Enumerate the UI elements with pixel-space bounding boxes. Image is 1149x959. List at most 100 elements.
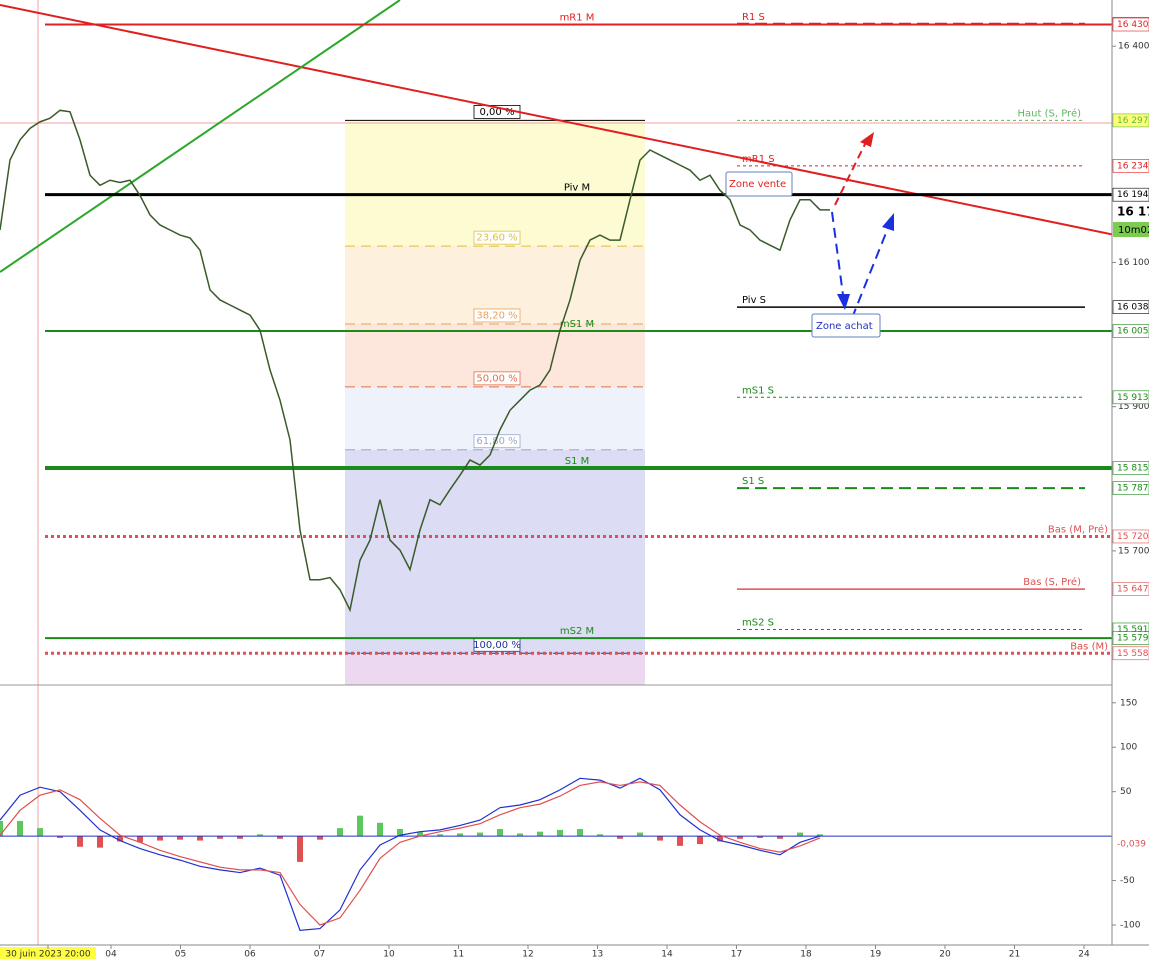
arrow-head <box>882 213 894 231</box>
price-box-label: 15 720 <box>1117 532 1149 542</box>
right-axis <box>1112 0 1149 959</box>
arrow-up-blue <box>851 227 889 319</box>
level-label: Bas (S, Pré) <box>1023 576 1081 588</box>
fib-label-box <box>473 308 521 323</box>
histogram-bar <box>497 829 503 837</box>
histogram-bar <box>317 836 323 840</box>
annotation: Zone achat <box>816 321 873 332</box>
fib-band <box>345 449 645 654</box>
y-tick-label: -50 <box>1120 876 1135 886</box>
x-tick-label: 20 <box>939 950 951 959</box>
fib-label: 100,00 % <box>473 640 521 651</box>
price-box-label: 16 234 <box>1117 161 1149 171</box>
histogram-bar <box>617 836 623 839</box>
y-tick-label: 15 700 <box>1118 546 1149 556</box>
histogram-bar <box>457 833 463 837</box>
x-tick-label: 04 <box>105 950 117 959</box>
price-box-label: 16 038 <box>1117 303 1149 313</box>
levels: R1 S mR1 M Haut (S, Pré) mR1 S Piv M Piv S mS1… <box>45 12 1112 655</box>
histogram-bar <box>0 821 3 837</box>
histogram-bar <box>357 815 363 837</box>
arrow-head <box>837 294 850 310</box>
histogram-bar <box>717 836 723 842</box>
histogram-bar <box>137 836 143 843</box>
price-box-label: 16 194 <box>1117 190 1149 200</box>
x-tick-label: 14 <box>661 950 673 959</box>
price-box <box>1112 159 1149 173</box>
level-label: mR1 S <box>742 154 775 165</box>
plot <box>0 109 1112 931</box>
x-tick-label: 18 <box>800 950 812 959</box>
histogram-bar <box>437 834 443 837</box>
fib-label-box <box>473 230 521 245</box>
histogram-bar <box>217 836 223 839</box>
histogram-bar <box>337 828 343 837</box>
macd-line <box>0 777 821 931</box>
level-label: R1 S <box>742 12 765 23</box>
trend-line-green <box>0 0 401 273</box>
price-box-label: 15 787 <box>1117 484 1149 494</box>
histogram-bar <box>817 834 823 837</box>
level-label: S1 S <box>742 476 764 487</box>
level-label: Piv S <box>742 295 766 306</box>
x-tick-label: 11 <box>453 950 464 959</box>
price-box <box>1112 582 1149 596</box>
price-line <box>0 109 830 613</box>
fib-label: 50,00 % <box>476 373 517 384</box>
timer: 10m02 <box>1118 225 1149 236</box>
fib-label-box <box>473 371 521 386</box>
y-tick-label: 16 400 <box>1118 42 1149 52</box>
current-price: 16 17 <box>1117 205 1149 219</box>
histogram-bar <box>677 836 683 846</box>
price-box <box>1112 324 1149 338</box>
histogram-bar <box>177 836 183 840</box>
histogram-bar <box>597 834 603 837</box>
histogram-bar <box>797 832 803 837</box>
histogram-bar <box>17 821 23 837</box>
histogram-bar <box>657 836 663 841</box>
timer-box <box>1113 222 1149 237</box>
price-box-label: 15 591 <box>1117 625 1149 635</box>
level-label: Bas (M, Pré) <box>1048 523 1108 535</box>
price-box-label: 15 815 <box>1117 463 1149 473</box>
fib-label: 0,00 % <box>480 107 515 118</box>
histogram-bar <box>557 829 563 837</box>
histogram-bar <box>237 836 243 839</box>
level-label: Bas (M) <box>1070 641 1108 652</box>
level-label: mS2 S <box>742 617 774 628</box>
annotation-box <box>725 171 793 197</box>
histogram-bar <box>297 836 303 862</box>
x-tick-label: 19 <box>870 950 882 959</box>
level-label: Haut (S, Pré) <box>1018 107 1082 119</box>
macd-last-label: -0,039 <box>1117 840 1146 850</box>
histogram-bar <box>377 822 383 837</box>
histogram-bar <box>117 836 123 842</box>
price-box-label: 15 647 <box>1117 585 1149 595</box>
price-box <box>1112 390 1149 405</box>
price-box <box>1112 17 1149 32</box>
fib-label: 23,60 % <box>476 233 517 244</box>
level-label: S1 M <box>565 456 590 467</box>
price-box <box>1112 113 1149 128</box>
y-tick-label: -100 <box>1120 921 1141 931</box>
histogram-bar <box>37 828 43 837</box>
price-box-label: 15 558 <box>1117 649 1149 659</box>
histogram-bar <box>577 829 583 837</box>
histogram-bar <box>57 836 63 838</box>
histogram-bar <box>257 834 263 837</box>
x-tick-label: 24 <box>1078 950 1090 959</box>
annotation: Zone vente <box>729 179 786 190</box>
histogram-bar <box>757 836 763 838</box>
y-tick-label: 15 900 <box>1118 402 1149 412</box>
x-tick-label: 17 <box>731 950 742 959</box>
x-tick-label: 07 <box>314 950 325 959</box>
date-highlight <box>0 947 96 959</box>
price-box <box>1112 529 1149 544</box>
histogram-bar <box>197 836 203 841</box>
price-box-label: 15 579 <box>1117 634 1149 644</box>
price-box-label: 15 913 <box>1117 393 1149 403</box>
x-tick-label: 05 <box>175 950 186 959</box>
level-label: mR1 M <box>560 13 595 24</box>
fib-label: 38,20 % <box>476 310 517 321</box>
